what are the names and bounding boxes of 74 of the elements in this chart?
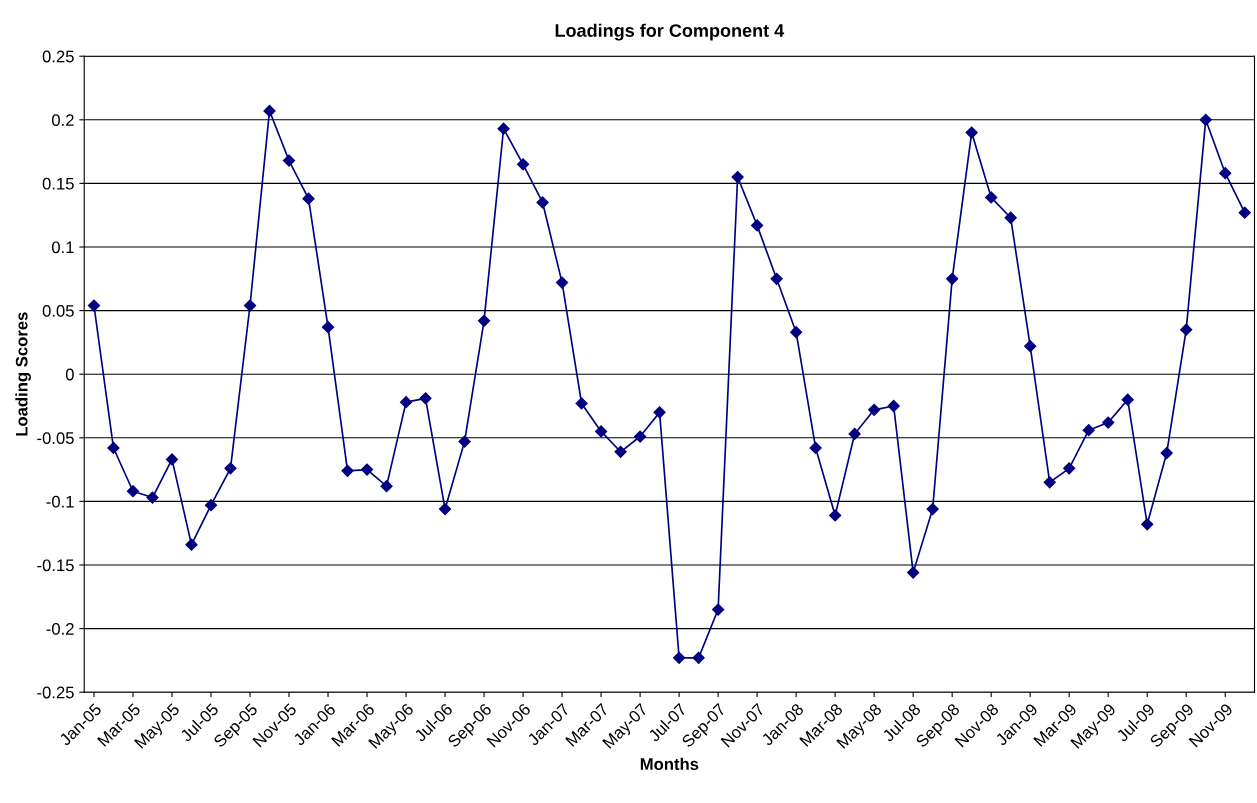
point [946,272,959,285]
point [809,441,822,455]
x-axis-title: Months [640,757,699,770]
point [887,399,900,413]
point [1141,518,1154,531]
point [497,122,510,135]
point [1082,424,1095,437]
point [770,272,783,285]
y-tick-label: 0.05 [42,305,74,317]
y-tick-label: 0.25 [42,50,74,63]
y-tick-label: -0.05 [37,432,74,444]
point [751,219,764,232]
point [1160,446,1173,460]
point [653,406,666,419]
point [594,425,608,438]
point [321,321,335,334]
point [731,170,744,184]
point [263,104,276,118]
point [302,192,315,205]
point [1102,416,1115,429]
y-tick-label: 0.1 [51,241,74,254]
point [477,314,491,327]
point [1121,393,1134,406]
point [829,509,842,522]
y-tick-label: -0.1 [46,495,74,508]
chart-title: Loadings for Component 4 [555,23,785,41]
point [146,491,159,504]
point [224,462,237,475]
point [575,397,588,410]
point [438,502,452,516]
point [692,651,705,664]
point [868,403,881,416]
point [926,502,939,516]
point [419,392,432,405]
point [360,463,374,476]
point [1063,462,1076,475]
y-tick-label: 0 [65,368,74,381]
point [907,566,920,579]
point [985,191,998,204]
y-tick-label: -0.2 [46,622,74,635]
point [1219,167,1232,180]
point [1043,476,1056,489]
point [673,651,686,664]
point [165,453,179,466]
point [107,441,120,455]
point [399,396,413,409]
point [965,126,978,139]
point [458,435,471,448]
point [243,299,257,312]
point [614,445,627,458]
point [848,427,861,441]
y-axis-title: Loading Scores [15,312,31,436]
point [1238,206,1251,219]
point [712,603,725,616]
y-tick-label: 0.15 [42,177,74,190]
y-tick-label: -0.15 [37,559,74,572]
point [341,464,354,477]
point [1199,113,1212,126]
point [555,276,569,289]
point [380,480,393,493]
point [87,299,101,312]
point [185,538,198,551]
point [516,158,530,171]
point [204,499,218,512]
point [536,196,549,209]
y-tick-label: 0.2 [51,114,74,127]
point [126,485,140,498]
point [1004,211,1017,224]
point [1180,323,1193,336]
point [633,430,647,443]
point [1024,340,1037,353]
point [282,154,296,167]
point [790,326,803,339]
y-tick-label: -0.25 [37,686,74,699]
